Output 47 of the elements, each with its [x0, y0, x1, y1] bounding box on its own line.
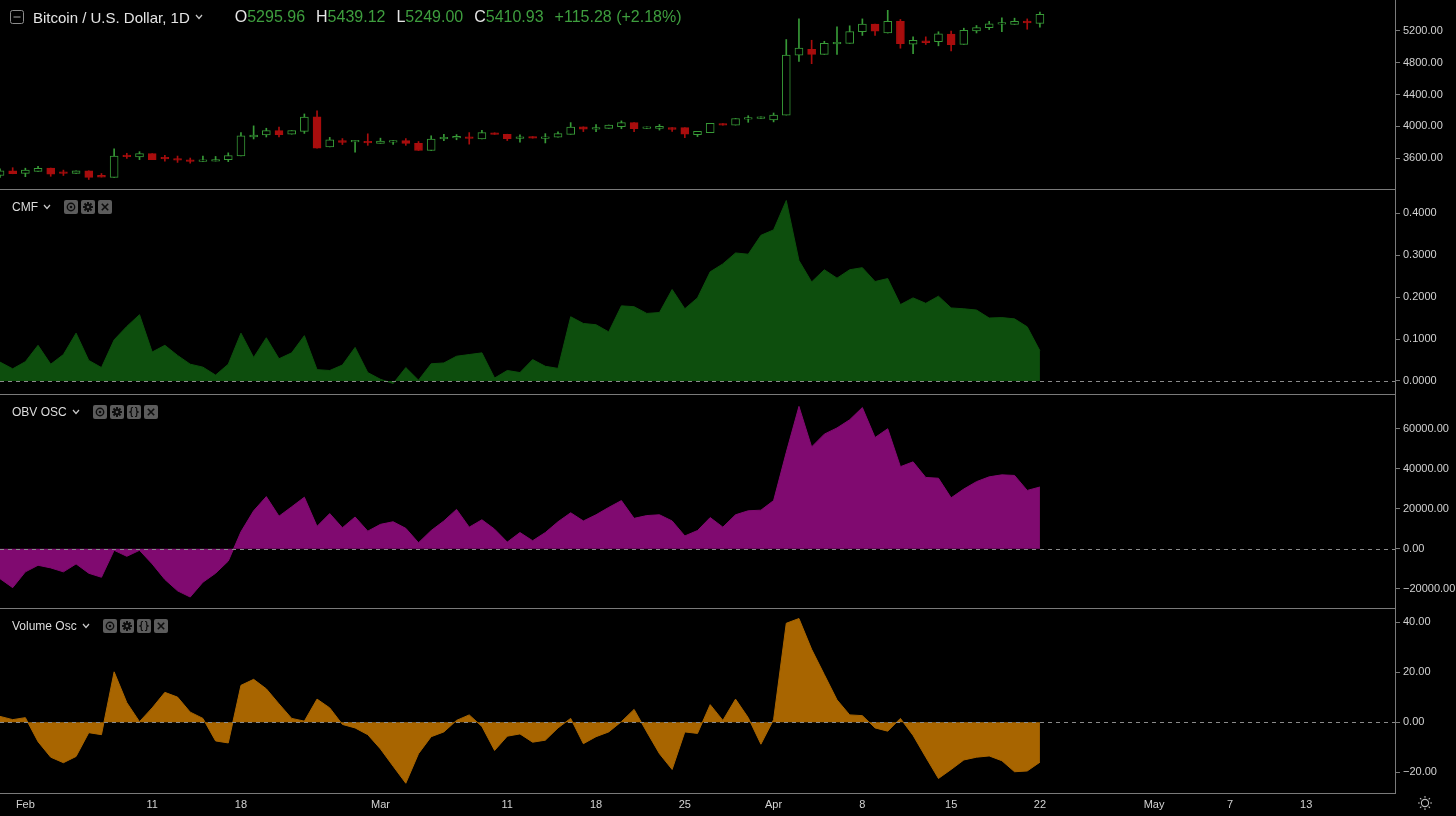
x-tick-label: 11	[146, 797, 158, 810]
candlestick	[464, 132, 474, 145]
x-tick-label: 15	[945, 797, 958, 810]
annotation: O5295.96	[234, 8, 306, 25]
y-tick-label: 40.00	[1403, 615, 1431, 628]
y-tick-label: 0.1000	[1403, 332, 1437, 345]
y-tick-label: 0.00	[1403, 541, 1425, 554]
y-tick-label: 0.2000	[1403, 290, 1437, 303]
x-tick-label: 25	[678, 797, 691, 810]
x-tick-label: 11	[501, 797, 513, 810]
y-tick-label: 20000.00	[1403, 501, 1449, 514]
y-tick-label: 40000.00	[1403, 461, 1449, 474]
text: OBV OSC	[12, 405, 67, 419]
x-tick-label: Apr	[765, 797, 783, 810]
candlestick	[743, 115, 753, 123]
x-tick-label: 18	[234, 797, 248, 810]
y-tick-label: 0.00	[1403, 715, 1425, 728]
x-tick-label: 18	[589, 797, 603, 810]
text: Volume Osc	[12, 619, 77, 633]
x-tick-label: 8	[859, 797, 866, 810]
x-tick-label: Feb	[15, 797, 35, 810]
text: Bitcoin / U.S. Dollar, 1D	[33, 8, 190, 26]
y-tick-label: −20000.00	[1403, 581, 1456, 594]
x-tick-label: Mar	[370, 797, 391, 810]
annotation: H5439.12	[316, 8, 386, 25]
x-tick-label: 13	[1300, 797, 1313, 810]
x-tick-label: May	[1143, 797, 1165, 810]
annotation: C5410.93	[474, 8, 544, 25]
candlestick	[350, 140, 360, 153]
candlestick	[997, 17, 1007, 33]
annotation: L5249.00	[396, 8, 464, 25]
x-tick-label: 7	[1227, 797, 1234, 810]
y-tick-label: 0.3000	[1403, 248, 1437, 261]
y-tick-label: 0.0000	[1403, 374, 1437, 387]
x-tick-label: 22	[1033, 797, 1047, 810]
y-tick-label: 4000.00	[1403, 119, 1443, 132]
y-tick-label: 5200.00	[1403, 24, 1443, 36]
y-tick-label: 20.00	[1403, 665, 1431, 678]
candlestick	[540, 133, 550, 144]
y-tick-label: 0.4000	[1403, 206, 1437, 219]
y-tick-label: 60000.00	[1403, 421, 1449, 434]
y-tick-label: 4400.00	[1403, 87, 1443, 100]
y-tick-label: −20.00	[1403, 765, 1437, 778]
annotation: +115.28 (+2.18%)	[554, 8, 682, 25]
y-tick-label: 3600.00	[1403, 151, 1443, 164]
text: CMF	[12, 200, 38, 214]
y-tick-label: 4800.00	[1403, 55, 1443, 68]
